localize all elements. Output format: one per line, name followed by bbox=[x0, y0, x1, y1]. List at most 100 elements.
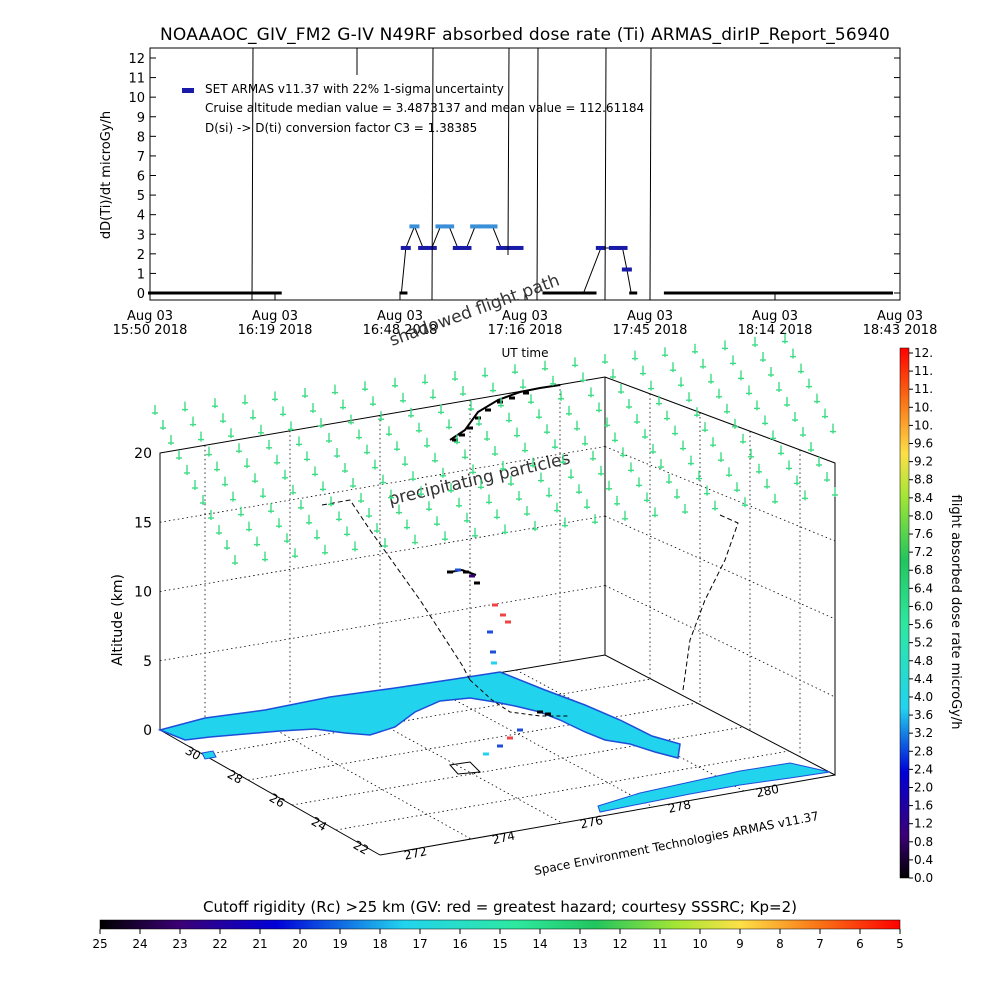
top-y-tick-label: 0 bbox=[137, 287, 145, 302]
3d-grid-lines bbox=[159, 384, 836, 840]
rigidity-arrow bbox=[236, 443, 242, 454]
rigidity-arrow bbox=[254, 536, 260, 547]
rigidity-arrow bbox=[516, 491, 522, 501]
top-x-tick-label-time: 17:45 2018 bbox=[613, 323, 688, 338]
longitude-tick-label: 272 bbox=[403, 844, 428, 862]
rigidity-arrow bbox=[806, 378, 812, 389]
rigidity-arrow bbox=[770, 430, 776, 441]
rigidity-arrow bbox=[546, 487, 552, 498]
dose-marker-3d bbox=[475, 416, 481, 420]
rigidity-colorbar-tick-label: 20 bbox=[292, 937, 307, 951]
rigidity-arrow bbox=[388, 489, 394, 500]
rigidity-arrow bbox=[686, 392, 692, 403]
dose-rate-colorbar: 12. 11. 11. 10. 10. 9.6 9.2 8.8 8.4 8.0 7.6 7.2 6.8 6… bbox=[899, 346, 963, 885]
rigidity-arrow bbox=[716, 388, 722, 399]
rigidity-arrow bbox=[484, 431, 490, 441]
rigidity-arrow bbox=[710, 437, 716, 448]
rigidity-arrow bbox=[800, 427, 806, 437]
rigidity-arrow bbox=[522, 442, 528, 453]
rigidity-arrow bbox=[394, 441, 400, 452]
rigidity-arrow bbox=[620, 447, 626, 458]
rigidity-arrow bbox=[366, 508, 372, 518]
rigidity-arrow bbox=[512, 364, 518, 375]
dose-colorbar-tick-label: 4.0 bbox=[914, 690, 933, 704]
rigidity-arrow bbox=[544, 424, 550, 435]
top-x-tick-label-time: 16:19 2018 bbox=[238, 323, 313, 338]
rigidity-arrow bbox=[276, 518, 282, 529]
rigidity-arrow bbox=[572, 357, 578, 368]
rigidity-arrow bbox=[310, 403, 316, 413]
rigidity-arrow bbox=[344, 526, 350, 537]
rigidity-arrow bbox=[670, 362, 676, 373]
rigidity-arrow bbox=[634, 414, 640, 424]
dose-colorbar-tick-label: 8.0 bbox=[914, 509, 933, 523]
altitude-axis-label: Altitude (km) bbox=[110, 574, 126, 666]
dose-marker-3d bbox=[485, 408, 491, 412]
rigidity-arrow bbox=[272, 391, 278, 402]
rigidity-arrow bbox=[490, 382, 496, 393]
top-x-tick-label-date: Aug 03 bbox=[252, 309, 298, 324]
altitude-tick-label: 15 bbox=[134, 515, 152, 531]
rigidity-arrow bbox=[768, 367, 774, 377]
top-y-tick-label: 8 bbox=[137, 130, 145, 145]
dose-colorbar-tick-label: 8.8 bbox=[914, 473, 933, 487]
top-x-tick-label-date: Aug 03 bbox=[877, 309, 923, 324]
dose-marker-3d bbox=[447, 570, 453, 574]
rigidity-arrow bbox=[808, 442, 814, 452]
rigidity-arrow bbox=[656, 395, 662, 406]
top-x-tick-label-time: 15:50 2018 bbox=[113, 323, 188, 338]
land-mass bbox=[157, 671, 681, 759]
dose-point bbox=[504, 245, 515, 250]
rigidity-arrow bbox=[530, 457, 536, 468]
rigidity-colorbar-tick-label: 16 bbox=[452, 937, 467, 951]
rigidity-arrow bbox=[732, 418, 738, 429]
dose-marker-3d bbox=[490, 650, 496, 654]
rigidity-arrow bbox=[678, 377, 684, 388]
dose-marker-3d bbox=[483, 752, 489, 756]
rigidity-arrow bbox=[772, 493, 778, 504]
latitude-tick-label: 30 bbox=[183, 743, 203, 763]
rigidity-arrow bbox=[590, 450, 596, 461]
rigidity-arrow bbox=[454, 434, 460, 445]
dose-colorbar-tick-label: 0.8 bbox=[914, 835, 933, 849]
top-y-tick-label: 6 bbox=[137, 170, 145, 185]
keys-chain bbox=[597, 762, 831, 813]
rigidity-colorbar-tick-label: 13 bbox=[572, 937, 587, 951]
top-x-tick-label-time: 17:16 2018 bbox=[488, 323, 563, 338]
legend-conversion-note: D(si) -> D(ti) conversion factor C3 = 1.… bbox=[205, 121, 477, 135]
grid-line bbox=[604, 585, 836, 698]
dose-marker-3d bbox=[517, 728, 523, 732]
rigidity-colorbar-tick-label: 8 bbox=[776, 937, 784, 951]
dose-colorbar-tick-label: 4.4 bbox=[914, 672, 933, 686]
rigidity-arrow bbox=[416, 422, 422, 433]
rigidity-arrow bbox=[612, 432, 618, 443]
rigidity-arrow bbox=[358, 493, 364, 503]
rigidity-arrow bbox=[618, 384, 624, 394]
dose-point bbox=[617, 245, 628, 250]
dose-marker-3d bbox=[509, 396, 515, 400]
rigidity-arrow bbox=[598, 465, 604, 476]
rigidity-arrow bbox=[648, 380, 654, 391]
rigidity-arrow bbox=[266, 439, 272, 450]
flight-path-mid bbox=[449, 568, 477, 576]
dose-colorbar-tick-label: 4.8 bbox=[914, 654, 933, 668]
rigidity-arrow bbox=[326, 433, 332, 443]
top-y-axis-label: dD(Ti)/dt microGy/h bbox=[99, 111, 114, 239]
dose-marker-3d bbox=[537, 710, 543, 714]
rigidity-arrow bbox=[784, 397, 790, 407]
dose-marker-3d bbox=[467, 426, 473, 430]
top-y-tick-label: 5 bbox=[137, 189, 145, 204]
top-x-tick-label-date: Aug 03 bbox=[127, 309, 173, 324]
rigidity-colorbar-tick-label: 22 bbox=[212, 937, 227, 951]
top-x-tick-label-date: Aug 03 bbox=[627, 309, 673, 324]
rigidity-arrow bbox=[700, 358, 706, 369]
dose-colorbar-tick-label: 0.0 bbox=[914, 871, 933, 885]
rigidity-arrow bbox=[206, 446, 212, 457]
dose-colorbar-tick-label: 5.6 bbox=[914, 618, 933, 632]
3d-flight-plot: 0 5 10 15 20 Altitude (km) 30 28 26 24 22 272 274… bbox=[110, 333, 838, 878]
rigidity-arrow bbox=[730, 355, 736, 366]
rigidity-arrow bbox=[632, 350, 638, 361]
rigidity-arrow bbox=[604, 417, 610, 428]
legend-marker bbox=[182, 88, 194, 93]
